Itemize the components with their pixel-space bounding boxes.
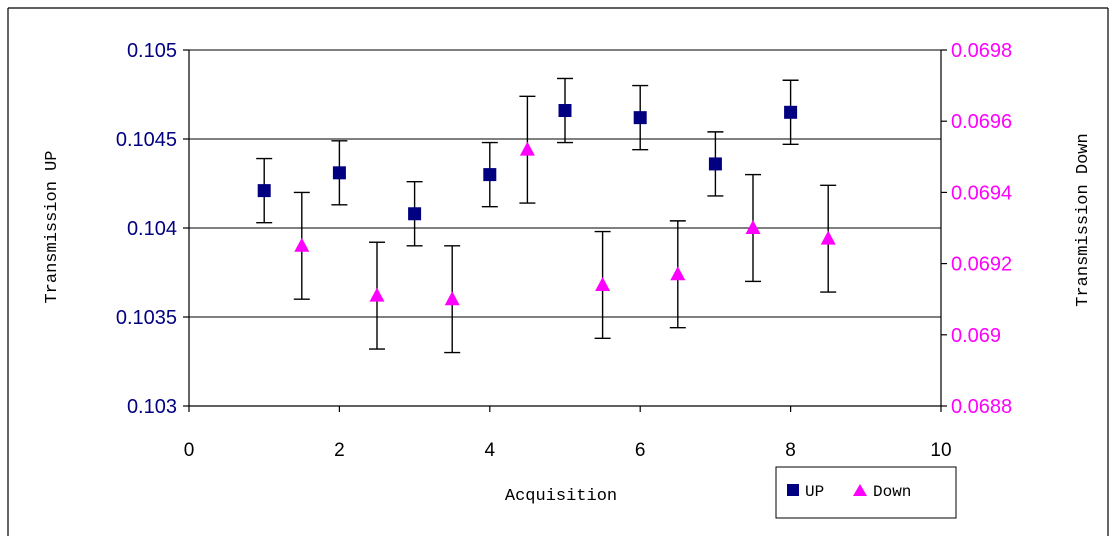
y-left-tick-label-4: 0.105 bbox=[127, 40, 177, 62]
up-point-0 bbox=[257, 184, 271, 198]
y-right-tick-label-3: 0.0694 bbox=[951, 182, 1012, 204]
down-point-0 bbox=[294, 237, 310, 252]
legend-up-label: UP bbox=[805, 483, 824, 501]
chart-frame bbox=[7, 7, 1109, 536]
y-left-tick-label-2: 0.104 bbox=[127, 218, 177, 240]
down-point-5 bbox=[670, 266, 686, 281]
up-point-2 bbox=[408, 207, 422, 221]
y-right-tick-label-5: 0.0698 bbox=[951, 40, 1012, 62]
up-point-7 bbox=[784, 105, 798, 119]
y-right-tick-label-2: 0.0692 bbox=[951, 254, 1012, 276]
down-point-4 bbox=[595, 276, 611, 291]
legend: UP Down bbox=[775, 466, 957, 519]
y-left-tick-label-0: 0.103 bbox=[127, 396, 177, 418]
x-tick-label-3: 6 bbox=[635, 440, 646, 461]
series bbox=[256, 77, 837, 354]
down-point-1 bbox=[369, 287, 385, 302]
legend-down-label: Down bbox=[873, 483, 911, 501]
down-point-6 bbox=[745, 220, 761, 234]
y-left-tick-label-1: 0.1035 bbox=[116, 307, 177, 329]
legend-down-marker bbox=[853, 484, 867, 496]
axes: 0 2 4 6 8 10 0.103 0.1035 0.104 0.1045 0.105 0.0688… bbox=[116, 40, 1012, 461]
up-point-3 bbox=[483, 168, 497, 182]
y-axis-left-title: Transmission UP bbox=[43, 150, 62, 303]
x-axis-title: Acquisition bbox=[505, 487, 617, 506]
up-point-4 bbox=[558, 104, 572, 118]
down-point-3 bbox=[519, 141, 535, 156]
x-tick-label-0: 0 bbox=[184, 440, 195, 461]
y-axis-right-title: Transmission Down bbox=[1074, 133, 1093, 306]
up-point-1 bbox=[332, 166, 346, 180]
y-right-tick-label-0: 0.0688 bbox=[951, 396, 1012, 418]
up-point-6 bbox=[708, 157, 722, 171]
x-tick-label-4: 8 bbox=[785, 440, 796, 461]
down-point-2 bbox=[444, 291, 460, 306]
y-left-tick-label-3: 0.1045 bbox=[116, 129, 177, 151]
x-tick-label-2: 4 bbox=[485, 440, 496, 461]
legend-box bbox=[775, 466, 957, 519]
up-point-5 bbox=[633, 111, 647, 125]
y-right-tick-label-1: 0.069 bbox=[951, 325, 1001, 347]
x-tick-label-5: 10 bbox=[930, 440, 951, 461]
legend-up-marker bbox=[787, 484, 799, 496]
down-point-7 bbox=[820, 230, 836, 245]
y-right-tick-label-4: 0.0696 bbox=[951, 111, 1012, 133]
x-tick-label-1: 2 bbox=[334, 440, 345, 461]
